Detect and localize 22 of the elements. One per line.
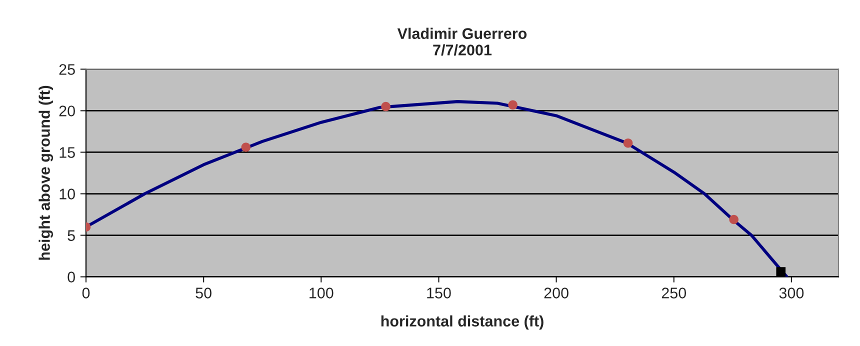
y-axis-title: height above ground (ft): [38, 86, 54, 260]
y-tick-label: 10: [60, 188, 75, 200]
y-tick-label: 25: [59, 64, 75, 75]
x-axis-title: horizontal distance (ft): [381, 315, 544, 330]
x-tick-label: 300: [779, 288, 804, 298]
x-tick-label: 100: [310, 288, 334, 298]
point: [508, 100, 518, 110]
chart-title: Vladimir Guerrero 7/7/2001: [397, 28, 527, 56]
point: [241, 142, 251, 152]
point: [729, 214, 739, 224]
x-tick-label: 200: [544, 288, 568, 298]
point: [776, 267, 786, 276]
y-tick-label: 0: [68, 272, 75, 282]
x-tick-label: 250: [662, 288, 686, 298]
y-tick-label: 5: [68, 230, 75, 241]
point: [381, 102, 390, 112]
point: [623, 138, 633, 148]
x-tick-label: 150: [427, 288, 451, 298]
y-tick-label: 15: [60, 147, 75, 158]
y-tick-label: 20: [59, 106, 75, 116]
x-tick-label: 50: [196, 288, 212, 298]
x-tick-label: 0: [82, 288, 90, 298]
